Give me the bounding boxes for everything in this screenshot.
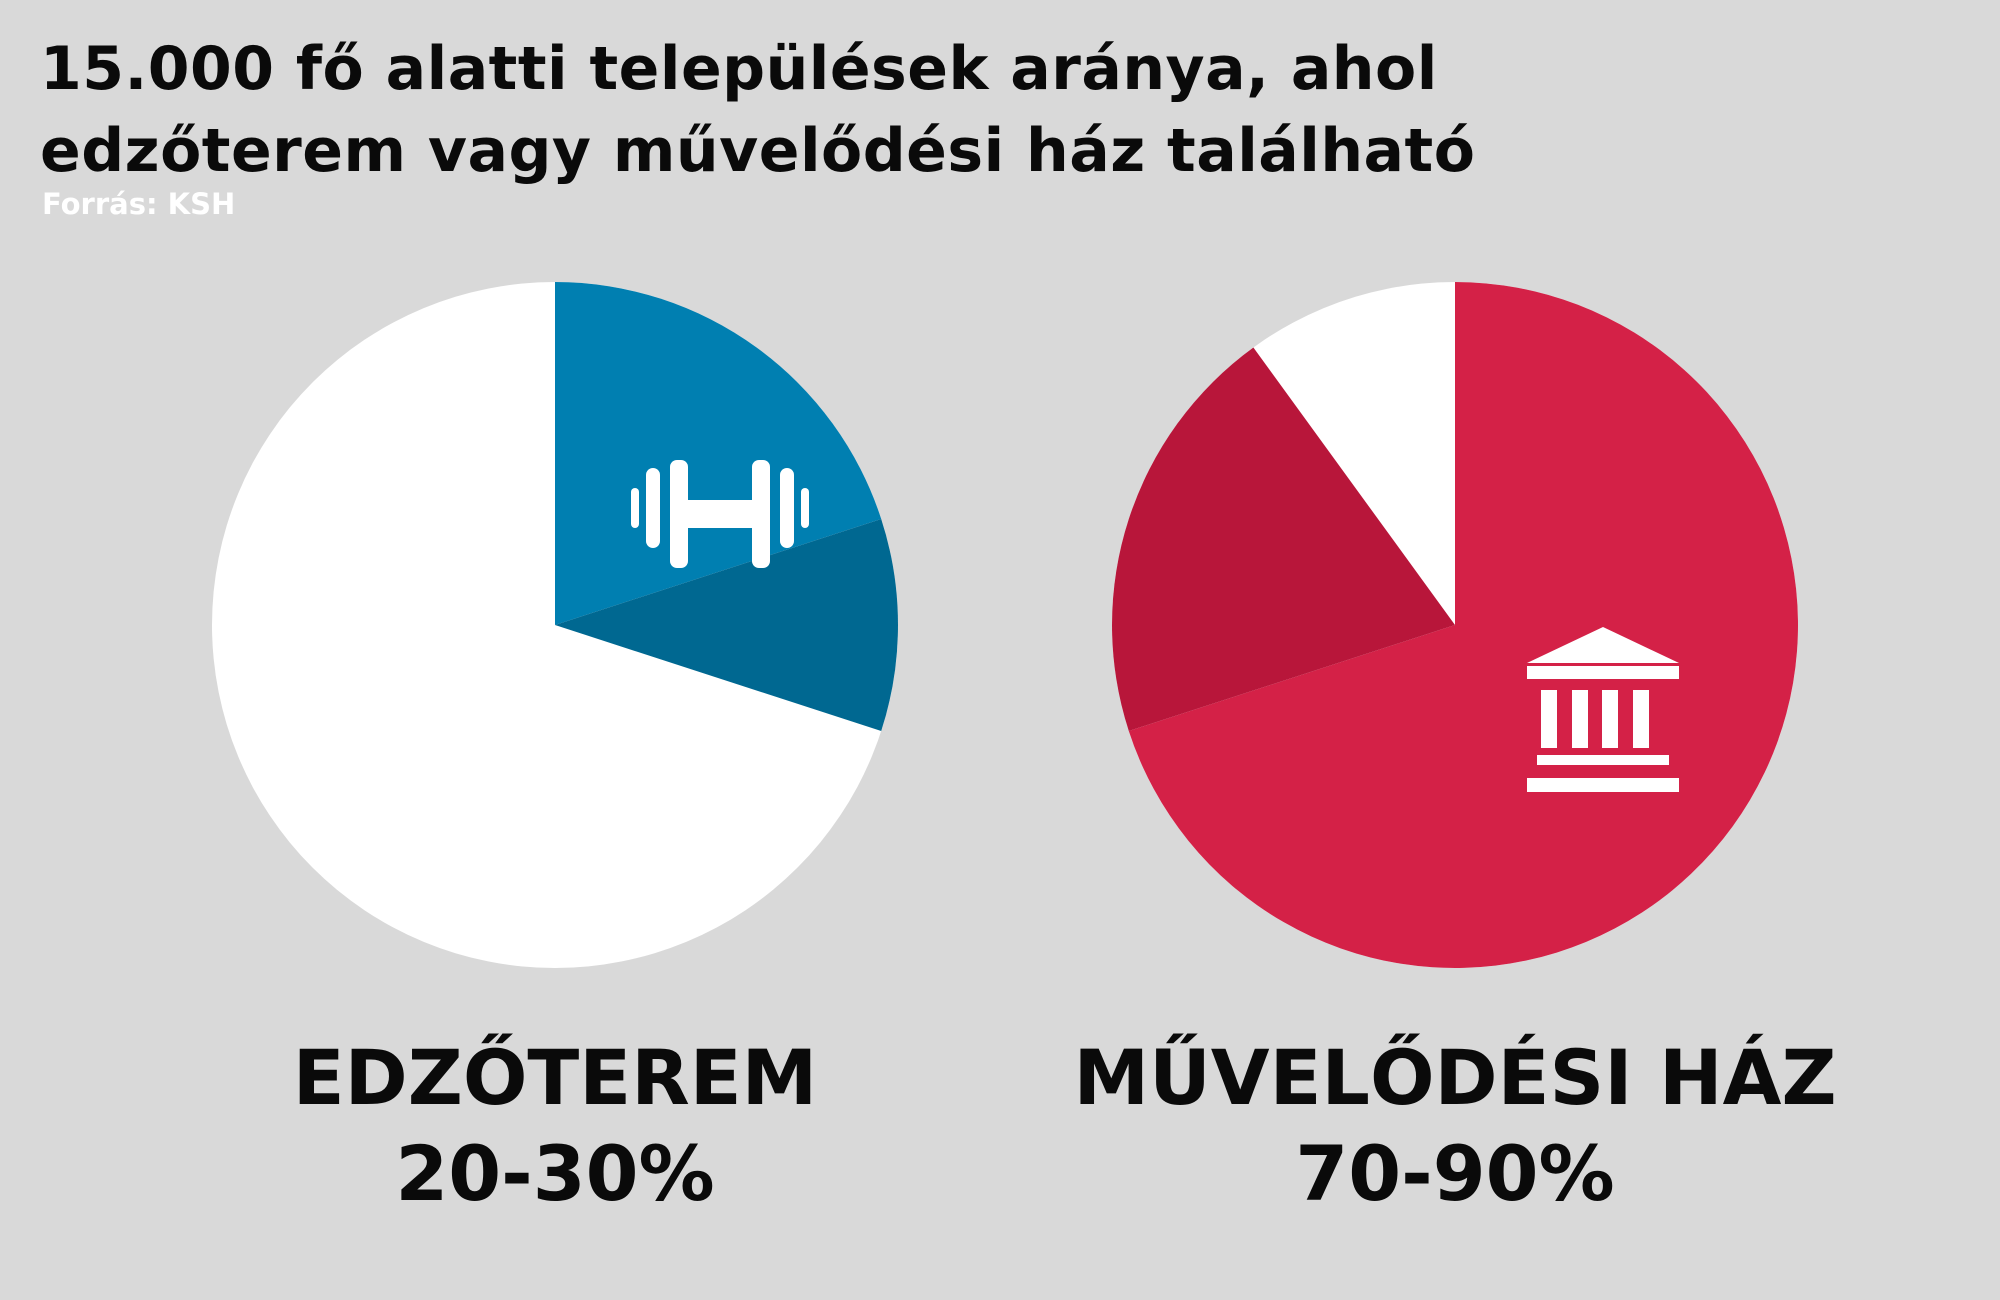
source-note: Forrás: KSH [42, 187, 236, 221]
gym-pie-slice-low [555, 282, 882, 625]
cultural-house-label: MŰVELŐDÉSI HÁZ 70-90% [1005, 1030, 1905, 1222]
cultural-house-pie-chart [1112, 282, 1799, 968]
gym-category-label: EDZŐTEREM [292, 1033, 818, 1122]
cultural-house-icon [1527, 627, 1679, 792]
gym-pie-chart [212, 282, 898, 968]
gym-pie-slice-range [555, 519, 898, 731]
cultural-house-range-label: 70-90% [1295, 1129, 1615, 1218]
chart-title: 15.000 fő alatti települések aránya, aho… [40, 28, 1476, 192]
chart-title-line-2: edzőterem vagy művelődési ház található [40, 116, 1476, 186]
cultural-house-category-label: MŰVELŐDÉSI HÁZ [1073, 1033, 1837, 1122]
chart-title-line-1: 15.000 fő alatti települések aránya, aho… [40, 34, 1438, 104]
cultural-house-pie-slice-range [1112, 347, 1455, 731]
cultural-house-pie-slice-low [1128, 282, 1799, 968]
gym-range-label: 20-30% [395, 1129, 715, 1218]
gym-label: EDZŐTEREM 20-30% [105, 1030, 1005, 1222]
dumbbell-icon [631, 460, 809, 568]
